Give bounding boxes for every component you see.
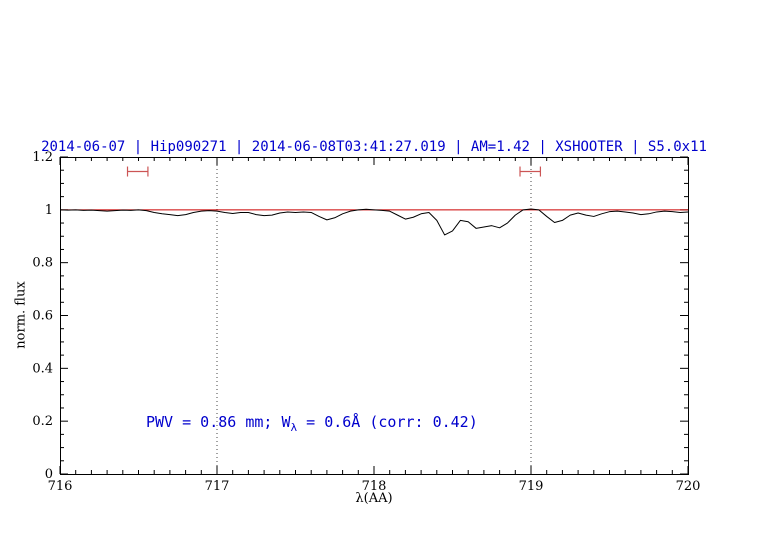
- spectrum-line: [59, 208, 689, 236]
- y-axis-label: norm. flux: [13, 281, 29, 349]
- y-tick-label: 1.2: [32, 150, 53, 165]
- pwv-annotation-subscript: λ: [290, 421, 298, 434]
- y-tick-label: 0.2: [32, 414, 53, 429]
- y-tick-label: 0.8: [32, 256, 53, 271]
- x-tick-label: 719: [519, 479, 544, 494]
- tick-labels: 716 717 718 719 720 0 0.2 0.4 0.6 0.8 1 1.2: [32, 150, 700, 494]
- y-tick-label: 0.4: [32, 361, 53, 376]
- plot-frame: [60, 157, 689, 475]
- interval-markers: [126, 166, 542, 177]
- x-tick-label: 720: [676, 479, 701, 494]
- x-tick-label: 716: [48, 479, 73, 494]
- plot-title: 2014-06-07 | Hip090271 | 2014-06-08T03:4…: [41, 139, 707, 155]
- x-tick-label: 717: [205, 479, 230, 494]
- pwv-annotation: PWV = 0.86 mm; Wλ = 0.6Å (corr: 0.42): [146, 413, 478, 434]
- y-tick-label: 0.6: [32, 309, 53, 324]
- y-tick-label: 0: [45, 467, 53, 482]
- pwv-annotation-suffix: = 0.6Å (corr: 0.42): [297, 413, 478, 431]
- x-tick-label: 718: [362, 479, 387, 494]
- y-tick-label: 1: [45, 203, 53, 218]
- pwv-annotation-prefix: PWV = 0.86 mm; W: [146, 413, 291, 431]
- x-axis-label: λ(AA): [355, 491, 393, 506]
